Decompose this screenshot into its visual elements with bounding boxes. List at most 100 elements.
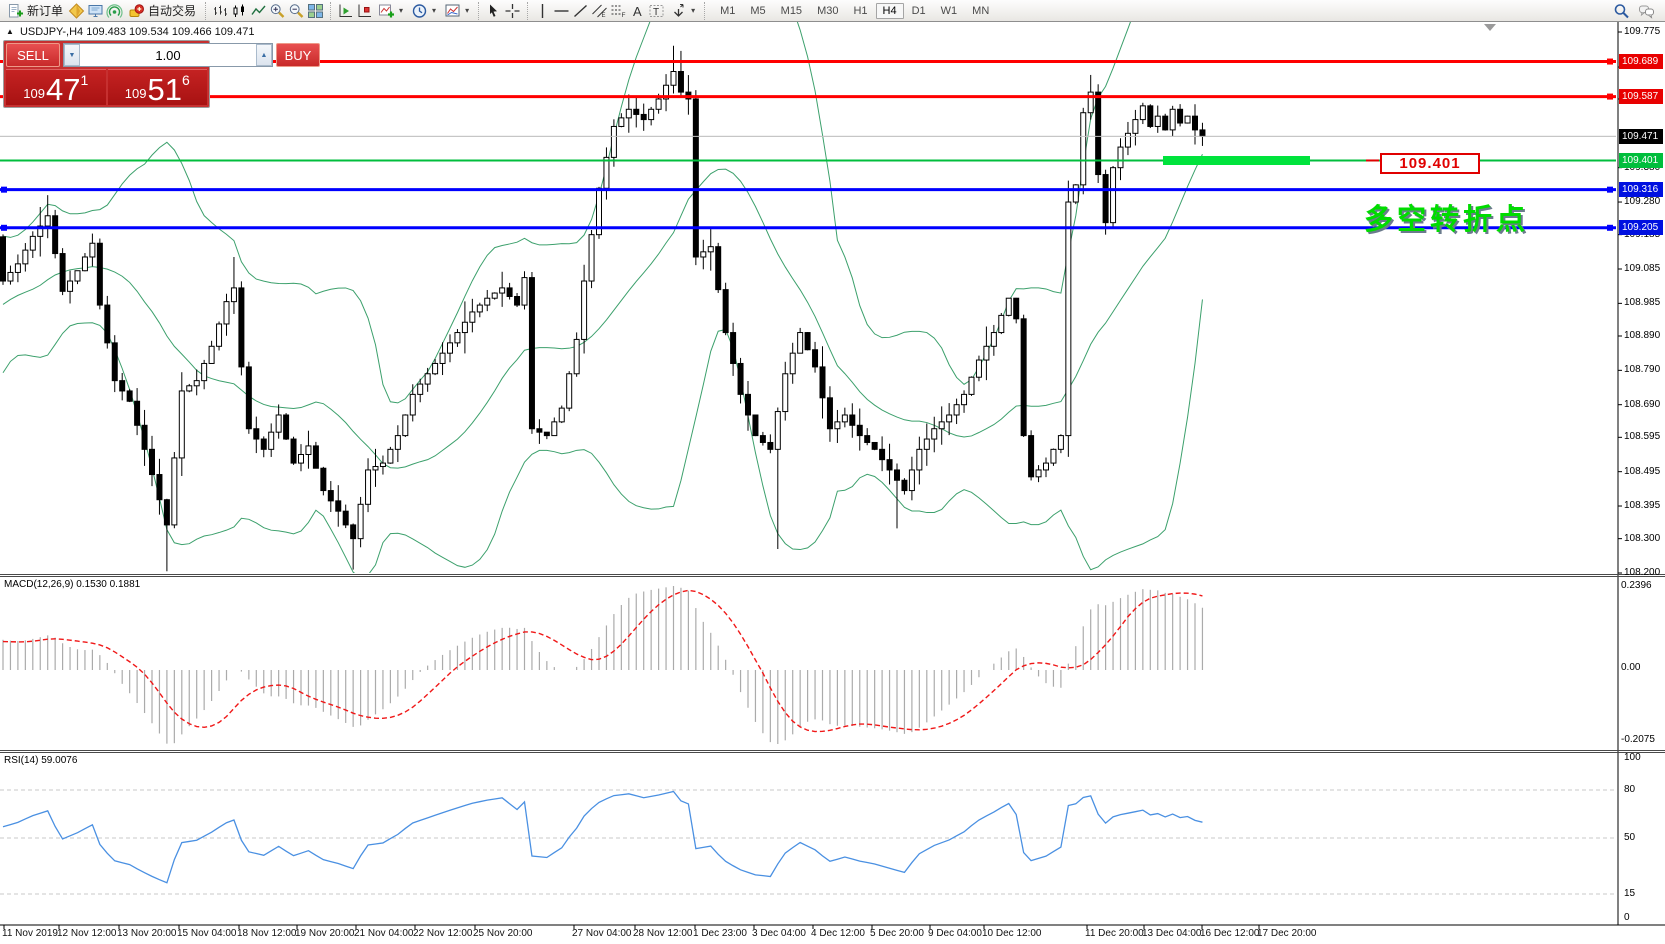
chart-shift-icon[interactable]	[356, 3, 373, 19]
candle-up	[491, 292, 498, 299]
templates-icon	[445, 4, 460, 16]
tile-windows-icon[interactable]	[307, 3, 324, 19]
timeframe-button-m5[interactable]: M5	[750, 4, 766, 17]
toolbar-separator	[478, 1, 480, 20]
dropdown-caret-icon: ▾	[465, 6, 470, 15]
svg-text:A: A	[633, 4, 642, 19]
candle-down	[111, 342, 118, 382]
volume-input[interactable]	[80, 44, 256, 66]
candle-up	[841, 414, 848, 423]
candle-up	[193, 380, 200, 387]
candle-down	[52, 215, 59, 255]
candle-up	[1154, 115, 1161, 127]
main-chart-layer	[0, 22, 1616, 573]
dropdown-caret-icon: ▾	[691, 6, 696, 15]
buy-button[interactable]: BUY	[276, 43, 320, 67]
candle-up	[961, 393, 968, 406]
candle-up	[305, 445, 312, 455]
rsi-tick-label: 50	[1624, 832, 1636, 843]
timeframe-button-m1[interactable]: M1	[720, 4, 736, 17]
candle-up	[499, 287, 506, 294]
candle-down	[1095, 91, 1102, 176]
community-chat-icon[interactable]	[1638, 3, 1655, 19]
clock-icon	[412, 3, 427, 18]
buy-price-display[interactable]: 109 51 6	[107, 69, 207, 105]
zoom-out-icon[interactable]	[288, 3, 305, 19]
line-chart-icon[interactable]	[250, 3, 267, 19]
candle-up	[663, 84, 670, 100]
timeframe-button-h4[interactable]: H4	[875, 2, 904, 19]
timeframe-button-m15[interactable]: M15	[780, 4, 803, 17]
candle-up	[916, 448, 923, 471]
time-label: 16 Dec 12:00	[1200, 928, 1260, 939]
sell-price-display[interactable]: 109 47 1	[6, 69, 106, 105]
candlestick-chart-icon[interactable]	[231, 3, 248, 19]
svg-text:F: F	[622, 12, 626, 19]
arrows-tool-button[interactable]: ▾	[667, 2, 698, 20]
candle-up	[1087, 91, 1094, 114]
candle-up	[461, 321, 468, 334]
price-flag-annotation[interactable]: 109.401	[1380, 153, 1480, 174]
channel-tool-icon[interactable]: E	[591, 3, 608, 19]
candle-up	[700, 251, 707, 258]
time-label: 11 Dec 20:00	[1085, 928, 1144, 939]
candle-up	[551, 421, 558, 437]
candle-up	[387, 448, 394, 464]
candle-down	[633, 108, 640, 115]
candle-down	[134, 400, 141, 426]
sell-button[interactable]: SELL	[6, 43, 60, 67]
candle-down	[96, 242, 103, 306]
candle-down	[536, 428, 543, 433]
timeframe-button-mn[interactable]: MN	[972, 4, 990, 17]
timeframe-button-w1[interactable]: W1	[940, 4, 958, 17]
horizontal-line-tool-icon[interactable]	[553, 3, 570, 19]
candle-down	[886, 459, 893, 471]
candle-up	[990, 332, 997, 347]
macd-tick-label: -0.2075	[1621, 734, 1655, 745]
rsi-tick-label: 0	[1624, 912, 1630, 923]
crosshair-icon[interactable]	[504, 3, 521, 19]
label-tool-icon[interactable]: T	[648, 3, 665, 19]
trendline-tool-icon[interactable]	[572, 3, 589, 19]
candle-down	[677, 71, 684, 93]
chart-ohlc-header: ▲ USDJPY-,H4 109.483 109.534 109.466 109…	[6, 26, 254, 38]
volume-decrease-button[interactable]: ▼	[64, 44, 80, 66]
candle-up	[953, 404, 960, 416]
market-icon[interactable]	[68, 2, 85, 19]
turning-point-annotation[interactable]: 多空转折点	[1364, 204, 1530, 236]
indicators-button[interactable]: ▾	[375, 2, 406, 20]
candle-up	[655, 98, 662, 110]
candle-up	[171, 457, 178, 526]
fibonacci-tool-icon[interactable]: F	[610, 3, 627, 19]
auto-scroll-icon[interactable]	[337, 3, 354, 19]
candle-up	[298, 453, 304, 464]
candle-up	[216, 323, 223, 347]
new-order-button[interactable]: 新订单	[4, 1, 66, 20]
auto-trading-button[interactable]: 自动交易	[125, 1, 199, 20]
rsi-tick-label: 80	[1624, 784, 1636, 795]
text-tool-icon[interactable]: A	[629, 3, 646, 19]
candle-up	[625, 108, 632, 119]
volume-increase-button[interactable]: ▲	[256, 44, 272, 66]
templates-button[interactable]: ▾	[441, 2, 472, 20]
timeframe-button-m30[interactable]: M30	[817, 4, 839, 17]
zoom-in-icon[interactable]	[269, 3, 286, 19]
search-icon[interactable]	[1613, 3, 1630, 19]
timeframe-button-h1[interactable]: H1	[853, 4, 868, 17]
periods-button[interactable]: ▾	[408, 2, 439, 20]
candle-up	[178, 390, 185, 459]
candle-up	[44, 215, 51, 227]
candle-up	[409, 393, 416, 416]
bar-chart-icon[interactable]	[212, 3, 229, 19]
vertical-line-tool-icon[interactable]	[534, 3, 551, 19]
cursor-icon[interactable]	[485, 3, 502, 19]
candle-up	[186, 385, 193, 392]
candle-down	[812, 349, 819, 368]
candle-down	[245, 366, 252, 430]
candle-up	[938, 421, 945, 430]
timeframe-button-d1[interactable]: D1	[911, 4, 926, 17]
virtual-hosting-icon[interactable]	[87, 3, 104, 19]
signals-icon[interactable]	[106, 3, 123, 19]
time-label: 3 Dec 04:00	[752, 928, 806, 939]
